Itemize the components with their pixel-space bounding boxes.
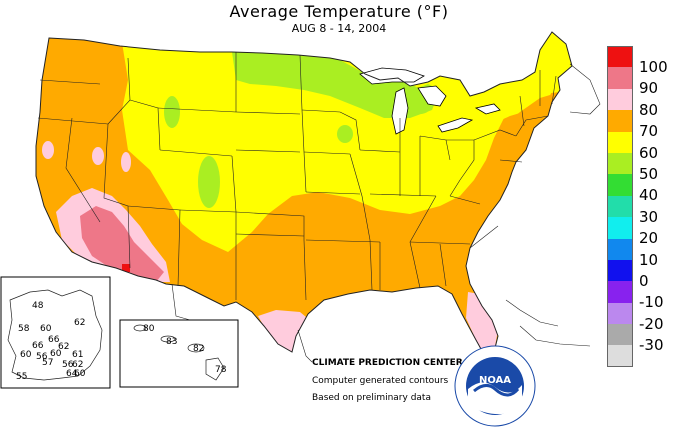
state-borders [35,31,573,359]
legend-row: 50 [607,152,678,183]
legend-row: -20 [607,302,678,333]
legend-row: 60 [607,131,678,162]
legend-row: 80 [607,88,678,119]
legend-swatch [607,88,633,111]
logo-text: NOAA [479,375,511,386]
hawaii-station-value: 82 [193,344,204,354]
legend-swatch [607,302,633,325]
map-title: Average Temperature (°F) [229,2,449,21]
legend-label: 50 [639,164,659,183]
legend-row: 30 [607,195,678,226]
coastline-details [171,63,601,363]
great-lakes [359,67,501,135]
hawaii-station-labels: 80 83 82 78 [143,324,227,375]
legend-row: 90 [607,67,678,97]
map-subtitle: AUG 8 - 14, 2004 [291,22,387,35]
credit-line: CLIMATE PREDICTION CENTER, NOAA [312,358,499,368]
legend-label: 0 [639,271,649,290]
legend-swatch [607,238,633,260]
legend-row [607,345,678,367]
alaska-station-value: 56 [62,360,74,370]
legend-row: 10 [607,238,678,269]
alaska-station-value: 62 [58,342,69,352]
legend-label: 10 [639,250,659,269]
legend-swatch [607,217,633,239]
legend-swatch [607,152,633,175]
legend-label: 40 [639,186,659,205]
legend-swatch [607,131,633,153]
legend-row: 20 [607,217,678,247]
legend-label: -30 [639,336,664,355]
alaska-station-value: 58 [18,324,30,334]
legend-swatch [607,110,633,132]
alaska-station-value: 56 [36,352,48,362]
alaska-station-value: 60 [20,350,32,360]
alaska-station-value: 64 [66,369,78,379]
legend-row: 100 [607,46,678,76]
legend-label: 60 [639,143,659,162]
legend-label: 30 [639,207,659,226]
alaska-station-value: 62 [74,318,85,328]
alaska-inset [0,276,111,389]
legend-label: 80 [639,100,659,119]
noaa-logo: NOAA [454,345,536,427]
legend-row: 0 [607,259,678,290]
legend-swatch [607,259,633,282]
legend-swatch [607,345,633,367]
legend-swatch [607,67,633,89]
credit-method: Computer generated contours [312,376,449,386]
alaska-station-value: 57 [42,358,53,368]
legend-label: -10 [639,293,664,312]
alaska-station-value: 60 [40,324,52,334]
hawaii-station-value: 78 [215,365,227,375]
temperature-legend: 100 90 80 70 60 50 40 30 20 10 0 -10 -20 -30 [607,46,678,367]
legend-row: 70 [607,110,678,140]
alaska-station-value: 61 [72,350,83,360]
alaska-station-value: 60 [50,349,62,359]
alaska-station-value: 62 [72,360,83,370]
legend-swatch [607,324,633,346]
legend-label: 70 [639,122,659,141]
alaska-station-value: 60 [74,369,86,379]
credit-note: Based on preliminary data [312,393,431,403]
alaska-outline [7,289,103,381]
hawaii-islands [133,324,225,381]
alaska-station-value: 66 [32,341,44,351]
hawaii-inset [119,319,239,388]
legend-swatch [607,281,633,303]
alaska-station-value: 66 [48,335,60,345]
legend-row: 40 [607,174,678,204]
legend-label: 100 [639,58,668,76]
hawaii-station-value: 83 [166,337,177,347]
legend-swatch [607,174,633,196]
legend-row: -10 [607,281,678,311]
alaska-station-value: 55 [16,372,27,382]
legend-swatch [607,46,633,68]
legend-row: -30 [607,324,678,354]
legend-label: 20 [639,229,659,248]
hawaii-station-value: 80 [143,324,155,334]
alaska-station-value: 48 [32,301,44,311]
legend-label: -20 [639,314,664,333]
legend-swatch [607,195,633,218]
alaska-station-labels: 48 62 58 60 66 66 62 60 56 60 57 61 56 6… [16,301,86,382]
legend-label: 90 [639,79,659,98]
